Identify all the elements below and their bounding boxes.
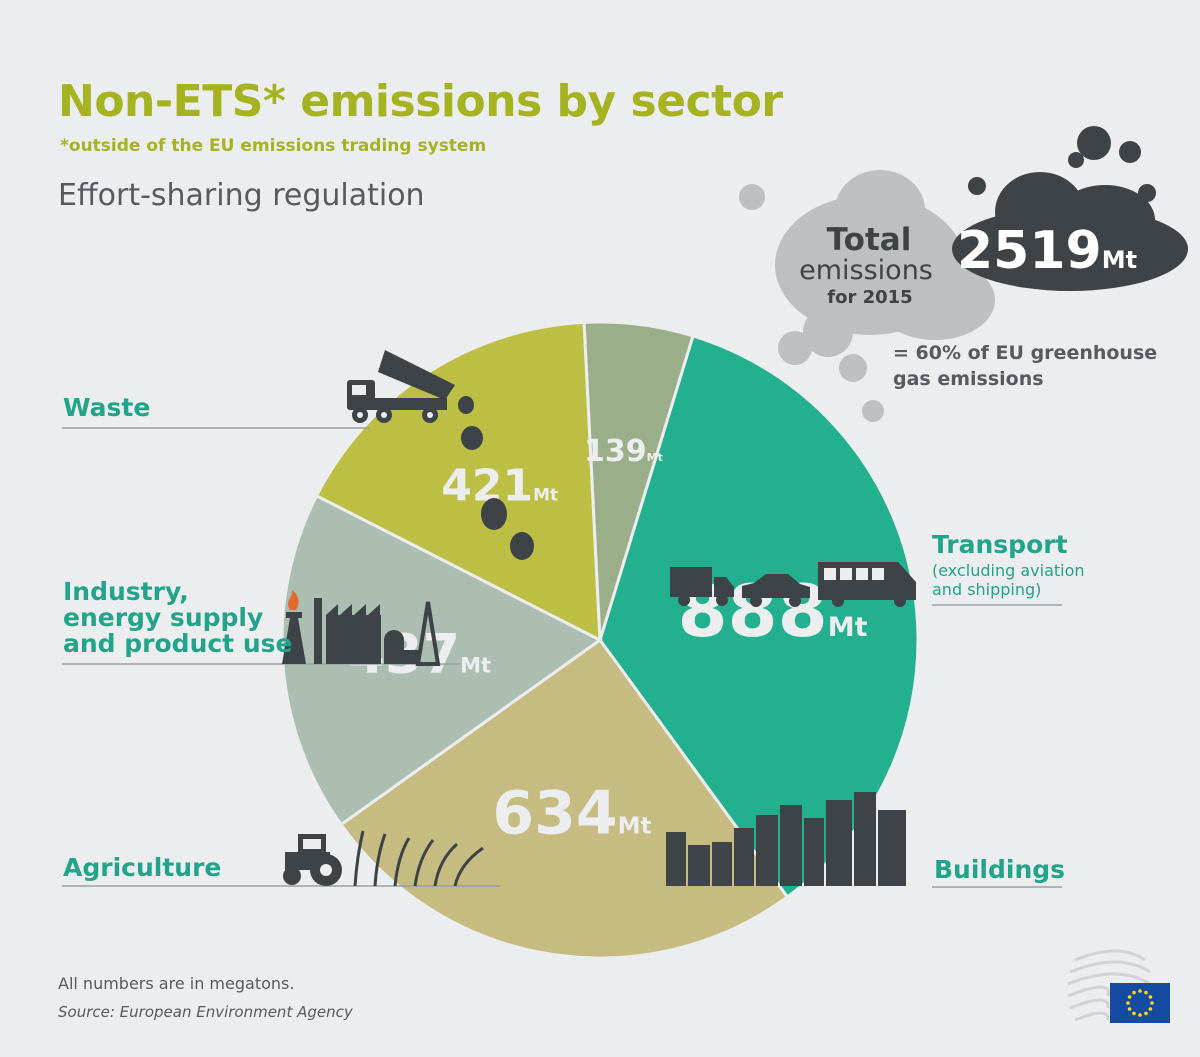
eu-star — [1144, 1011, 1148, 1016]
total-emissions-cloud: Total emissions for 2015 2519Mt — [739, 126, 1188, 422]
transport-icons — [670, 562, 916, 607]
eu-star — [1126, 1001, 1130, 1005]
eu-star — [1132, 1011, 1136, 1016]
total-label-line1: Total — [827, 222, 912, 258]
eu-star — [1127, 995, 1132, 999]
label-waste: Waste — [63, 393, 151, 422]
label-industry-line3: and product use — [63, 629, 293, 658]
label-transport-sub1: (excluding aviation — [932, 561, 1085, 580]
title-footnote: *outside of the EU emissions trading sys… — [60, 136, 487, 156]
label-buildings: Buildings — [934, 855, 1066, 884]
pie-value-labels: 888Mt634Mt437Mt421Mt139Mt — [347, 434, 867, 848]
pie-slice-waste — [582, 320, 695, 641]
eu-star — [1138, 989, 1142, 993]
car-icon — [742, 574, 810, 607]
factory-icon — [282, 590, 441, 666]
eu-star — [1148, 1007, 1153, 1011]
pie-value-label-waste: 139Mt — [584, 434, 663, 469]
eu-logo-arcs — [1067, 949, 1151, 1022]
total-label-line2: emissions — [799, 255, 933, 286]
eu-star — [1148, 995, 1153, 999]
total-label-line3: for 2015 — [827, 287, 912, 308]
label-agriculture: Agriculture — [63, 853, 222, 882]
eu-flag-icon — [1110, 983, 1170, 1023]
eu-star — [1132, 990, 1136, 995]
leader-lines — [62, 427, 1062, 888]
label-transport: Transport — [932, 530, 1068, 559]
tractor-icon — [283, 834, 342, 886]
chart-subtitle: Effort-sharing regulation — [58, 178, 425, 213]
eu-star — [1144, 990, 1148, 995]
footer-source: Source: European Environment Agency — [58, 1003, 353, 1021]
eu-star — [1150, 1001, 1154, 1005]
eu-star — [1138, 1013, 1142, 1017]
city-buildings-icon — [666, 792, 906, 886]
pie-value-label-buildings: 634Mt — [492, 779, 651, 849]
label-industry-line1: Industry, — [63, 577, 189, 606]
total-value: 2519Mt — [957, 221, 1137, 281]
label-industry-line2: energy supply — [63, 603, 264, 632]
label-transport-sub2: and shipping) — [932, 580, 1042, 599]
total-note: = 60% of EU greenhouse gas emissions — [893, 342, 1158, 390]
dump-truck-icon — [347, 350, 534, 560]
wheat-icon — [353, 830, 484, 887]
eu-star — [1127, 1007, 1132, 1011]
truck-icon — [670, 567, 734, 606]
footer-note: All numbers are in megatons. — [58, 974, 295, 993]
bus-icon — [818, 562, 916, 607]
chart-title: Non-ETS* emissions by sector — [58, 76, 783, 127]
